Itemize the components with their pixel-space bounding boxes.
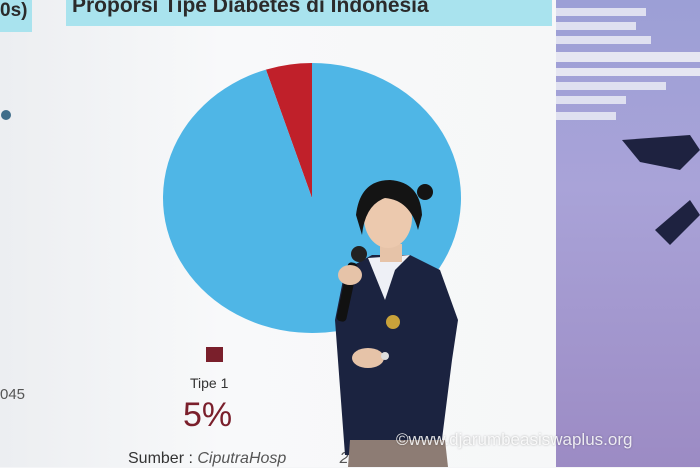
slide-title: Proporsi Tipe Diabetes di Indonesia bbox=[72, 0, 429, 17]
chart-dot bbox=[1, 110, 11, 120]
source-name: CiputraHosp bbox=[197, 450, 287, 467]
watermark: ©www.djarumbeasiswaplus.org bbox=[396, 430, 633, 449]
speaker bbox=[335, 180, 458, 467]
backdrop-stripes bbox=[556, 8, 700, 245]
pie-slice-tipe-1 bbox=[265, 63, 312, 198]
legend-label: Tipe 1 bbox=[190, 375, 229, 391]
percent-label: 5% bbox=[183, 396, 233, 434]
source-prefix: Sumber : bbox=[128, 450, 198, 467]
year-fragment: 045 bbox=[0, 386, 26, 403]
legend-swatch bbox=[206, 347, 223, 362]
title-band bbox=[66, 0, 552, 26]
left-title-fragment: 0s) bbox=[0, 0, 28, 21]
left-title-band bbox=[0, 0, 32, 32]
